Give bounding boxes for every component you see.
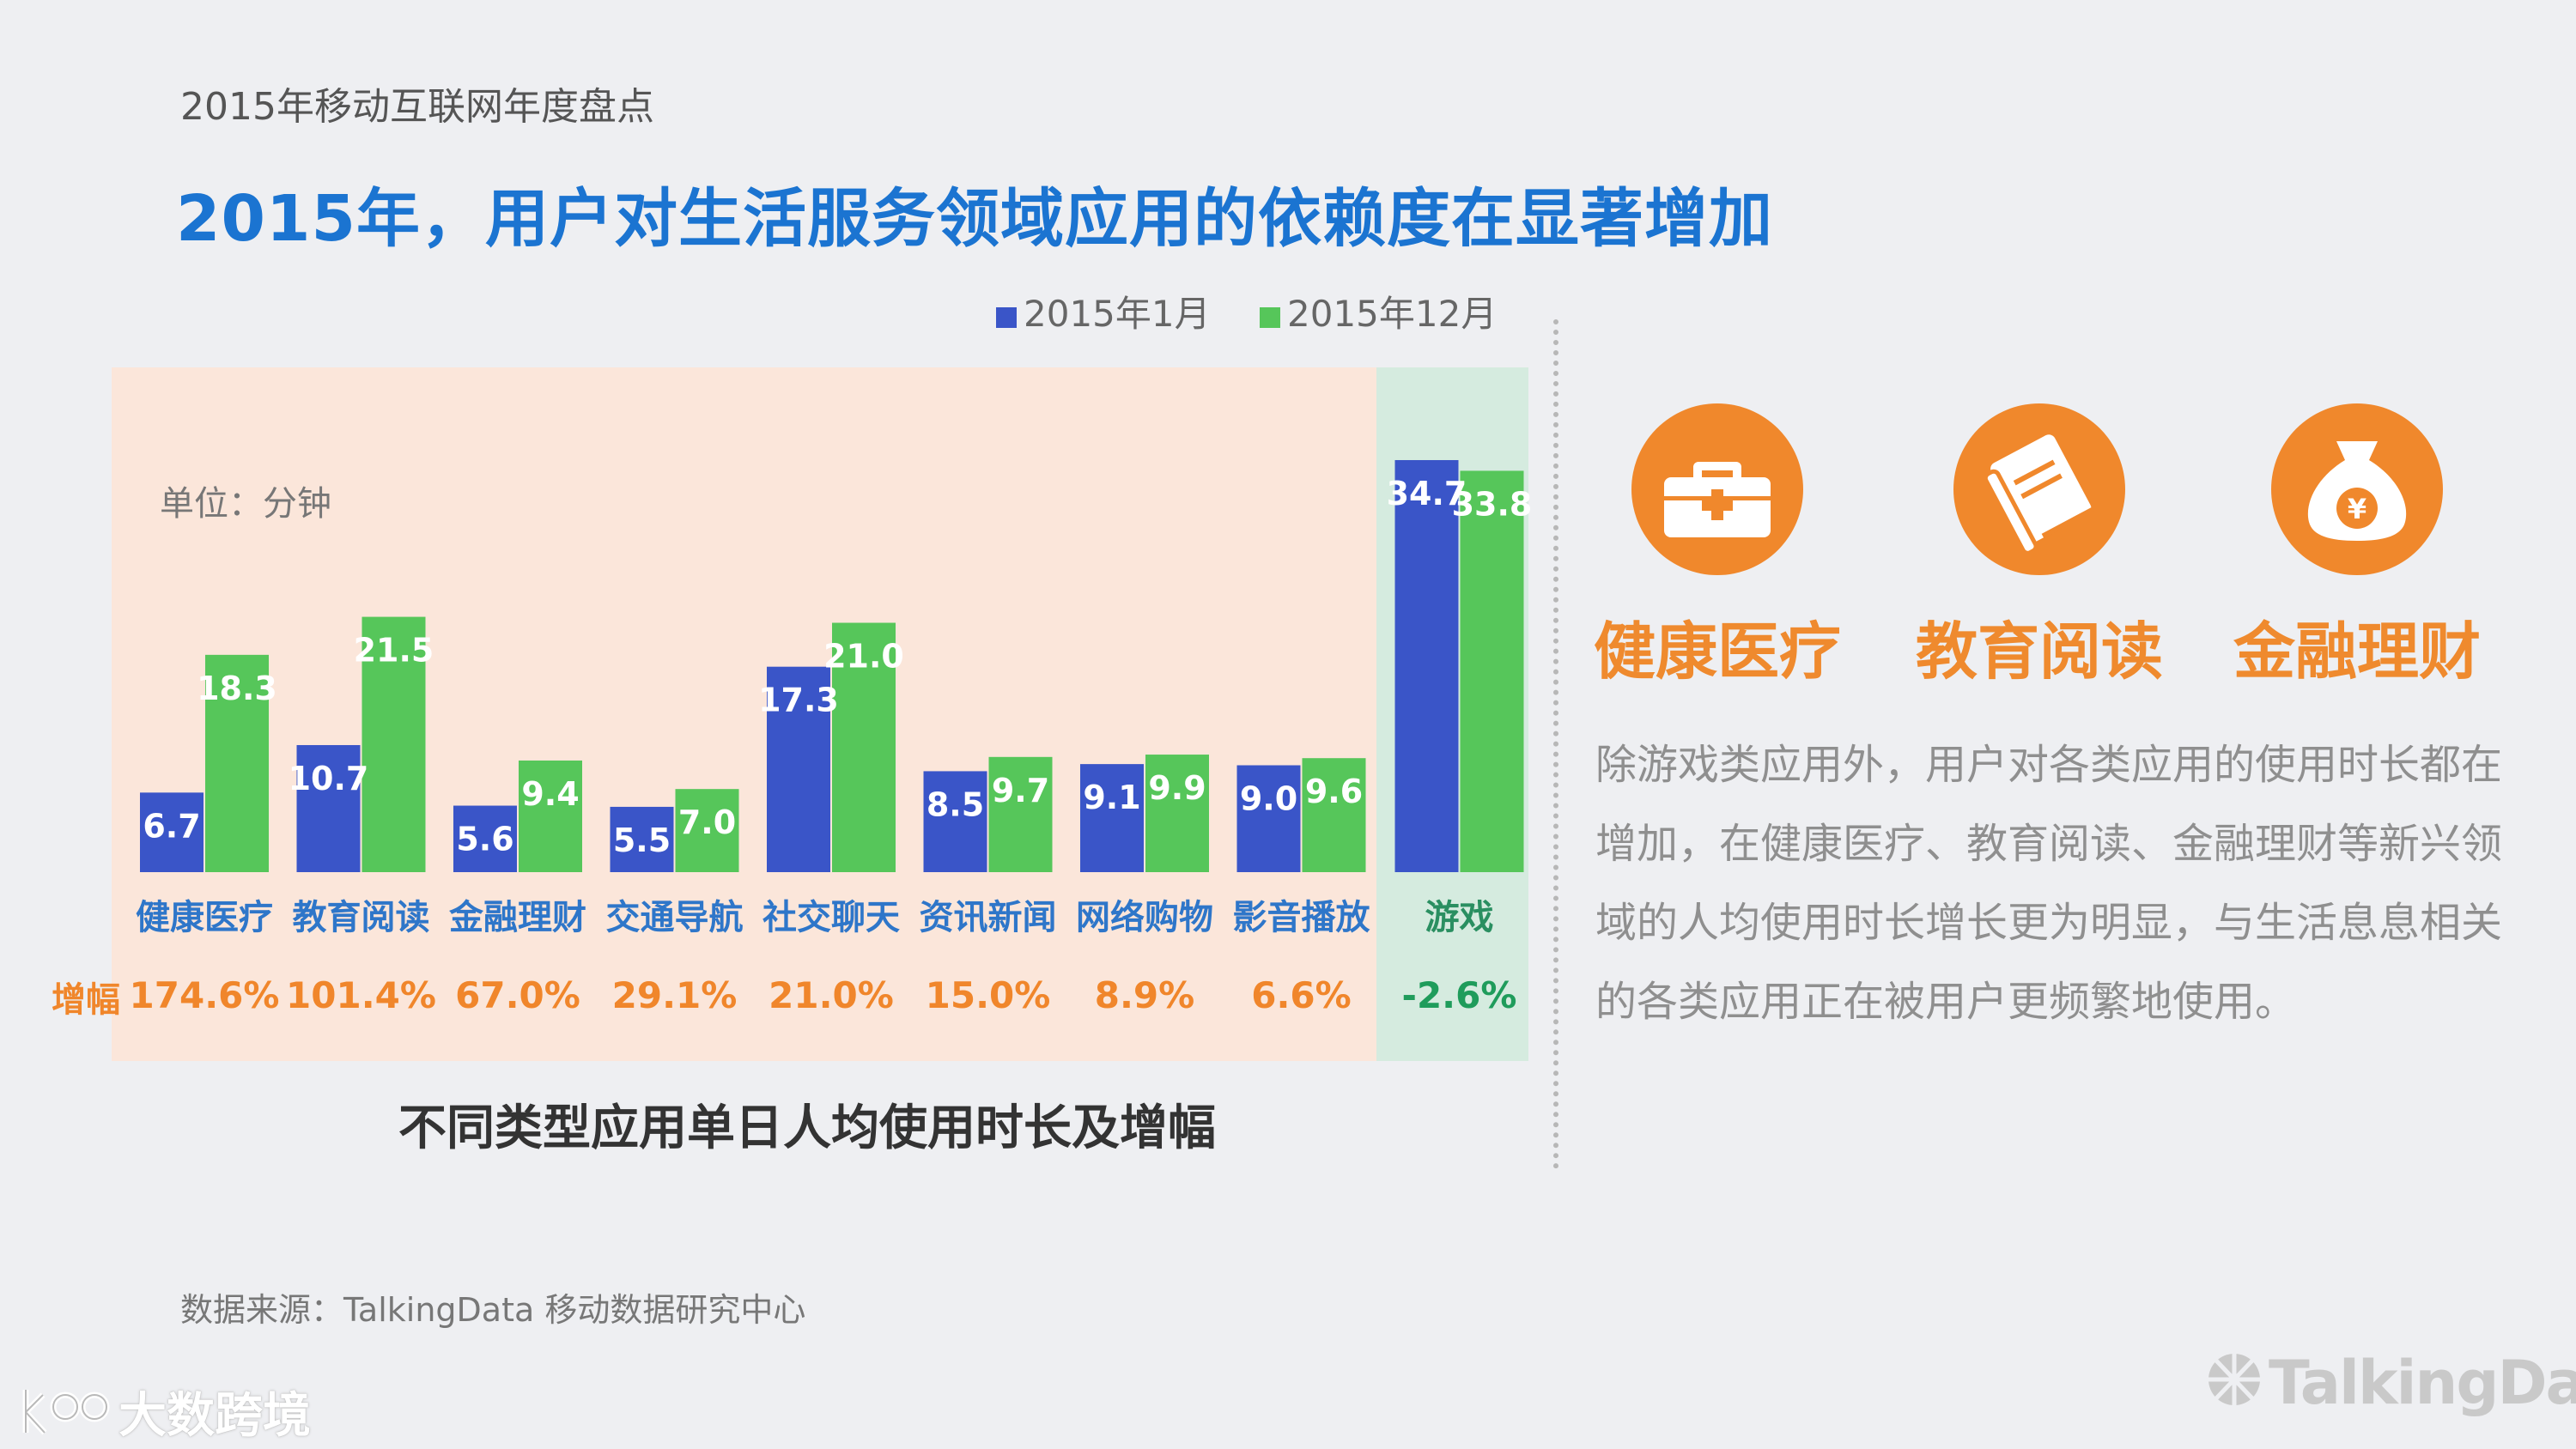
bar-dec [832, 622, 896, 872]
bar-label-jan: 10.7 [289, 760, 369, 797]
category-label: 资讯新闻 [920, 898, 1057, 937]
legend-swatch-jan [996, 307, 1017, 328]
data-source: 数据来源：TalkingData 移动数据研究中心 [180, 1291, 806, 1329]
category-label: 影音播放 [1233, 898, 1370, 937]
category-label: 交通导航 [606, 898, 744, 937]
growth-value: 101.4% [286, 974, 436, 1016]
unit-label: 单位：分钟 [160, 484, 331, 524]
category-label: 游戏 [1425, 898, 1494, 937]
bar-jan [923, 771, 987, 872]
medical-kit-icon [1631, 403, 1803, 575]
bar-jan [296, 744, 361, 872]
bar-label-dec: 9.6 [1305, 773, 1363, 810]
book-icon [1953, 403, 2125, 575]
icon-label-education: 教育阅读 [1915, 615, 2163, 688]
bar-label-dec: 18.3 [197, 670, 277, 707]
bar-label-dec: 7.0 [678, 803, 736, 841]
icon-label-finance: 金融理财 [2233, 615, 2481, 688]
bar-label-jan: 8.5 [927, 785, 984, 823]
bar-dec [1460, 470, 1524, 872]
bar-dec [205, 654, 269, 872]
bar-jan [140, 792, 204, 872]
growth-value: 6.6% [1251, 974, 1351, 1016]
growth-value: 8.9% [1095, 974, 1194, 1016]
bar-jan [1080, 764, 1144, 872]
bar-jan [1394, 459, 1459, 872]
bar-label-dec: 33.8 [1452, 485, 1533, 523]
category-label: 健康医疗 [136, 898, 273, 937]
bar-label-dec: 21.5 [354, 632, 434, 670]
category-label: 金融理财 [448, 898, 586, 937]
bar-jan [767, 666, 830, 872]
growth-value: -2.6% [1402, 974, 1517, 1016]
page-subtitle: 2015年移动互联网年度盘点 [180, 85, 654, 129]
category-label: 教育阅读 [293, 898, 430, 937]
growth-value: 15.0% [926, 974, 1051, 1016]
growth-value: 21.0% [769, 974, 894, 1016]
bar-dec [361, 616, 426, 872]
bar-label-jan: 9.1 [1083, 779, 1140, 816]
chart-background [112, 367, 1376, 1061]
bar-jan [1236, 765, 1301, 872]
category-label: 网络购物 [1076, 898, 1213, 937]
category-label: 社交聊天 [762, 898, 900, 937]
bar-dec [1145, 755, 1209, 872]
watermark-logo-text: 大数跨境 [118, 1388, 311, 1444]
chart-title: 不同类型应用单日人均使用时长及增幅 [398, 1100, 1216, 1156]
bar-label-jan: 9.0 [1240, 779, 1297, 817]
description-text: 除游戏类应用外，用户对各类应用的使用时长都在增加，在健康医疗、教育阅读、金融理财… [1595, 741, 2503, 1026]
legend-label-dec: 2015年12月 [1287, 293, 1497, 335]
bar-jan [610, 806, 674, 872]
bar-label-dec: 9.4 [521, 775, 579, 813]
legend-swatch-dec [1260, 307, 1280, 328]
bar-jan [453, 805, 517, 872]
bar-label-dec: 9.9 [1148, 769, 1206, 807]
growth-value: 67.0% [455, 974, 580, 1016]
bar-dec [519, 760, 582, 872]
bar-dec [988, 756, 1053, 872]
growth-row-label: 增幅 [52, 980, 120, 1020]
legend-label-jan: 2015年1月 [1024, 293, 1211, 335]
icon-label-health: 健康医疗 [1593, 615, 1841, 688]
page-title: 2015年，用户对生活服务领域应用的依赖度在显著增加 [176, 182, 1773, 256]
growth-value: 29.1% [612, 974, 738, 1016]
growth-value: 174.6% [130, 974, 280, 1016]
divider [1553, 319, 1558, 1169]
talkingdata-logo-text: TalkingData [2269, 1348, 2576, 1418]
bar-label-jan: 5.6 [456, 821, 513, 858]
bar-label-dec: 9.7 [992, 772, 1049, 809]
bar-label-jan: 5.5 [613, 822, 671, 859]
talkingdata-logo-icon [2208, 1354, 2260, 1405]
bar-dec [1302, 758, 1366, 872]
bar-label-jan: 6.7 [143, 807, 200, 845]
watermark-logo-icon [22, 1390, 110, 1435]
bar-label-jan: 34.7 [1387, 475, 1467, 512]
bar-dec [675, 789, 739, 872]
bar-label-jan: 17.3 [758, 682, 839, 719]
money-bag-icon: ¥ [2271, 403, 2443, 575]
svg-text:¥: ¥ [2348, 493, 2366, 525]
bar-label-dec: 21.0 [823, 637, 904, 675]
